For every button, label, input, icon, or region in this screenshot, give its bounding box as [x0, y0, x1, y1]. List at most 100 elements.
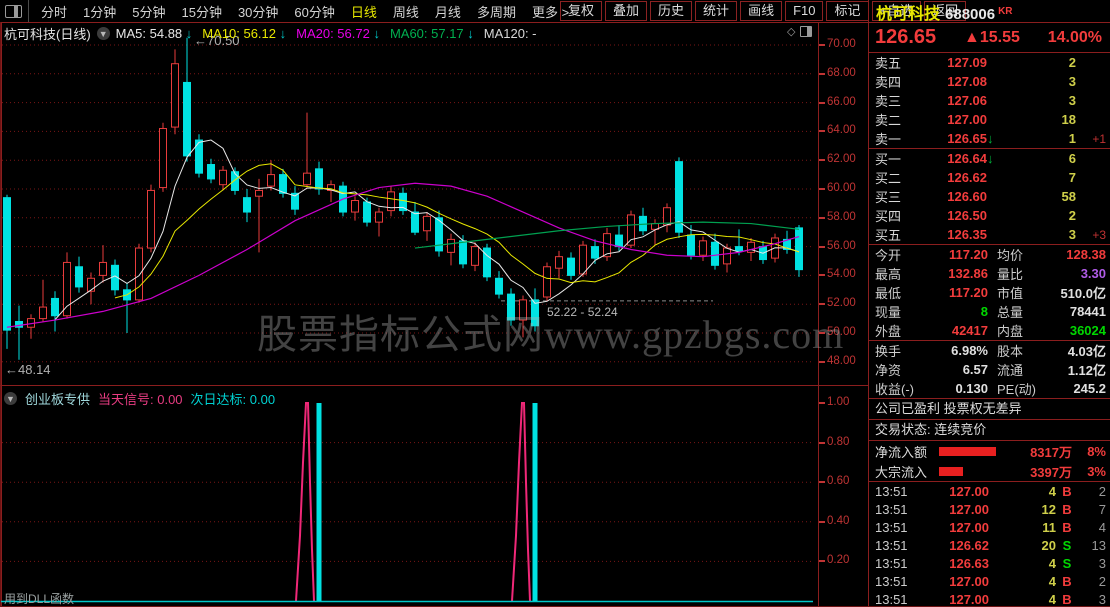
period-tab[interactable]: 15分钟	[181, 4, 222, 20]
tick-price: 126.63	[949, 555, 989, 571]
stat-row: 最低 117.20 市值 510.0亿	[869, 283, 1110, 302]
stat-label: 总量	[997, 305, 1024, 320]
stat-value: 117.20	[948, 247, 988, 262]
tick-row: 13:51 126.62 20 S 13	[869, 536, 1110, 554]
tick-side: S	[1062, 555, 1072, 571]
bid-volume: 6	[1068, 151, 1076, 166]
price-axis-label: 60.00	[827, 182, 856, 194]
main-price-axis: 70.00 68.00 66.00 64.00 62.00 60.00 58.00 56.00…	[819, 22, 869, 385]
tick-count: 3	[1098, 555, 1106, 571]
bid-level-label: 买一	[875, 152, 902, 167]
toolbar-button[interactable]: 标记	[826, 1, 869, 21]
pane-split-icon[interactable]	[800, 26, 813, 37]
tick-count: 13	[1091, 537, 1106, 553]
toolbar-button[interactable]: 统计	[695, 1, 738, 21]
bid-price: 126.62	[947, 170, 987, 185]
down-arrow-icon: ↓	[467, 26, 474, 41]
toolbar-button[interactable]: 返回	[924, 1, 967, 21]
bid-row[interactable]: 买五 126.35 3 +3	[869, 225, 1110, 244]
axis-tick	[819, 402, 825, 404]
flow-label: 大宗流入	[875, 464, 928, 480]
stat-value: 78441	[1069, 304, 1106, 319]
bid-row[interactable]: 买一 126.64 ↓ 6	[869, 149, 1110, 168]
tick-count: 2	[1098, 573, 1106, 589]
main-chart-panel: 52.22 - 52.24 ←70.50 ←48.14 杭可科技(日线) ▼ MA5…	[0, 22, 869, 385]
axis-tick	[819, 274, 825, 277]
diamond-icon[interactable]: ◇	[787, 26, 796, 38]
ask-row[interactable]: 卖五 127.09 2	[869, 53, 1110, 72]
chevron-down-icon[interactable]: ▼	[96, 27, 110, 40]
axis-tick	[819, 188, 825, 190]
tick-volume: 4	[1048, 591, 1056, 607]
flow-row: 净流入额 8317万 8%	[869, 441, 1110, 461]
stock-name: 杭可科技	[876, 6, 941, 23]
window-split-icon[interactable]	[5, 4, 22, 18]
axis-tick	[819, 360, 825, 363]
toolbar-button[interactable]: 画线	[740, 1, 783, 21]
tick-side: B	[1062, 519, 1072, 535]
period-tab[interactable]: 分时	[41, 4, 68, 20]
period-tab[interactable]: 多周期	[476, 4, 516, 20]
toolbar-button[interactable]: 历史	[650, 1, 693, 21]
stat-value: 510.0亿	[1060, 286, 1106, 301]
tick-row: 13:51 127.00 4 B 2	[869, 482, 1110, 500]
info-lines: 公司已盈利 投票权无差异 交易状态: 连续竞价	[869, 399, 1110, 441]
price-axis-label: 64.00	[827, 124, 856, 137]
bid-row[interactable]: 买四 126.50 2	[869, 206, 1110, 225]
bid-price: 126.64	[947, 151, 987, 166]
indicator-axis-label: 0.20	[827, 554, 850, 567]
tick-volume: 20	[1041, 537, 1056, 553]
chevron-down-icon[interactable]: ▼	[4, 392, 17, 405]
stat-label: 市值	[997, 286, 1024, 301]
ma-legend-item: MA60: 57.17 ↓	[389, 26, 474, 41]
tick-price: 127.00	[949, 501, 989, 517]
tick-count: 3	[1098, 591, 1106, 607]
period-tab[interactable]: 日线	[350, 4, 377, 20]
period-tab[interactable]: 周线	[392, 4, 419, 20]
stat-label: 股本	[997, 344, 1024, 359]
last-price: 126.65	[875, 26, 937, 48]
stat-value: 132.86	[948, 266, 988, 281]
ask-row[interactable]: 卖一 126.65 ↓ 1 +1	[869, 129, 1110, 148]
ask-row[interactable]: 卖二 127.00 18	[869, 110, 1110, 129]
toolbar-button[interactable]: F10	[785, 1, 824, 21]
ask-level-label: 卖四	[875, 75, 902, 90]
price-axis-label: 50.00	[827, 326, 856, 338]
ask-price: 127.06	[947, 93, 987, 108]
stat-label: 最低	[875, 286, 902, 301]
bid-row[interactable]: 买二 126.62 7	[869, 168, 1110, 187]
toolbar-button[interactable]: 叠加	[605, 1, 648, 21]
period-tab[interactable]: 1分钟	[83, 4, 117, 20]
axis-tick	[819, 560, 825, 563]
period-tab[interactable]: 月线	[434, 4, 461, 20]
flow-amount: 8317万	[1030, 444, 1072, 460]
ask-price: 127.08	[947, 74, 987, 89]
bid-level-label: 买四	[875, 209, 902, 224]
target-value-label: 次日达标: 0.00	[190, 392, 276, 407]
tick-price: 127.00	[949, 573, 989, 589]
period-tab[interactable]: 30分钟	[237, 4, 279, 20]
bid-row[interactable]: 买三 126.60 58	[869, 187, 1110, 206]
bid-price: 126.50	[947, 208, 987, 223]
period-tab[interactable]: 更多 >	[531, 4, 570, 20]
candlestick-chart[interactable]: 52.22 - 52.24 ←70.50 ←48.14	[1, 22, 819, 385]
quote-name-space	[869, 0, 1110, 23]
stat-value: 128.38	[1066, 247, 1106, 262]
price-axis-label: 56.00	[827, 239, 856, 252]
flow-bar	[939, 466, 963, 476]
period-tab[interactable]: 60分钟	[294, 4, 335, 20]
ask-row[interactable]: 卖三 127.06 3	[869, 91, 1110, 110]
toolbar-button[interactable]: +自选	[871, 1, 922, 21]
stat-label: 量比	[997, 267, 1024, 282]
indicator-chart[interactable]	[1, 386, 819, 607]
toolbar-button[interactable]: 复权	[560, 1, 603, 21]
stat-row: 收益(-) 0.130 PE(动) 245.2	[869, 379, 1110, 398]
stat-value: 6.57	[962, 362, 988, 377]
bid-level-label: 买五	[875, 228, 902, 243]
ask-volume: 1	[1068, 131, 1076, 146]
ask-row[interactable]: 卖四 127.08 3	[869, 72, 1110, 91]
period-tab[interactable]: 5分钟	[132, 4, 166, 20]
down-arrow-icon: ↓	[373, 26, 380, 41]
down-arrow-icon: ↓	[279, 26, 287, 41]
